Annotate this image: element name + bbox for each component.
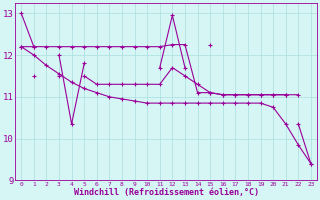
X-axis label: Windchill (Refroidissement éolien,°C): Windchill (Refroidissement éolien,°C) <box>74 188 259 197</box>
